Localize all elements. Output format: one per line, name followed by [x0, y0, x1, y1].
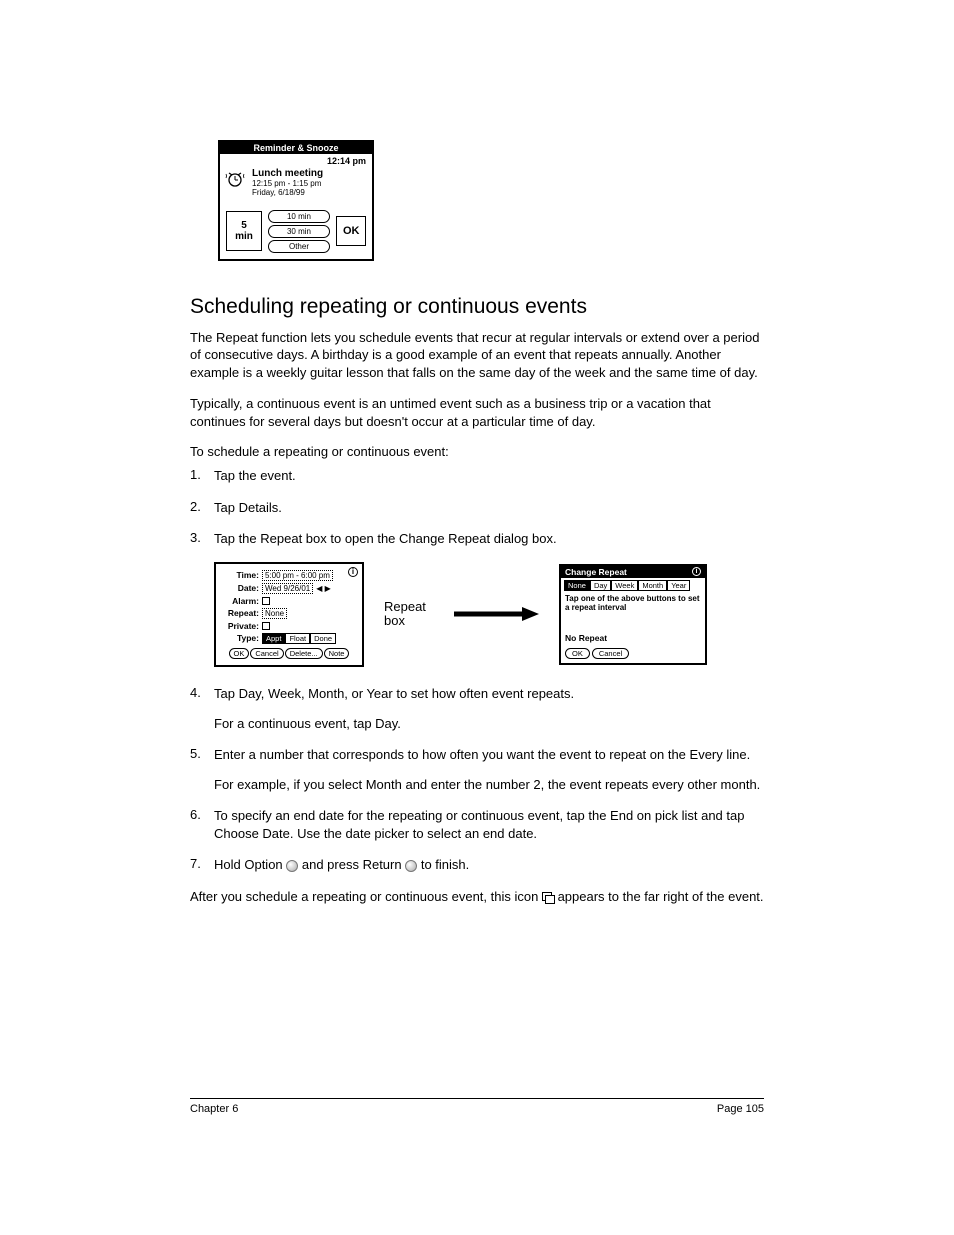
step-7a: Hold Option [214, 857, 286, 872]
procedure-heading: To schedule a repeating or continuous ev… [190, 444, 764, 459]
alarm-label: Alarm: [220, 596, 262, 606]
tab-month[interactable]: Month [638, 580, 667, 591]
details-note-button[interactable]: Note [324, 648, 350, 659]
snooze-other-button[interactable]: Other [268, 240, 330, 253]
step-2-text: Tap Details. [214, 499, 764, 517]
reminder-title: Reminder & Snooze [220, 142, 372, 154]
tab-year[interactable]: Year [667, 580, 690, 591]
alarm-checkbox[interactable] [262, 597, 270, 605]
tab-none[interactable]: None [564, 580, 590, 591]
step-3-text: Tap the Repeat box to open the Change Re… [214, 530, 764, 548]
no-repeat-label: No Repeat [561, 630, 705, 645]
para-1: The Repeat function lets you schedule ev… [190, 329, 764, 382]
date-nav-arrows[interactable]: ◀ ▶ [316, 584, 331, 593]
details-cancel-button[interactable]: Cancel [250, 648, 283, 659]
page-footer: Chapter 6 Page 105 [190, 1098, 764, 1115]
dialog-figure-row: i Time: 5:00 pm - 6:00 pm Date: Wed 9/26… [214, 562, 764, 667]
step-6: 6. To specify an end date for the repeat… [190, 807, 764, 842]
change-repeat-dialog: Change Repeat i None Day Week Month Year… [559, 564, 707, 665]
step-6-text: To specify an end date for the repeating… [214, 807, 764, 842]
type-float-button[interactable]: Float [285, 633, 310, 644]
reminder-date: Friday, 6/18/99 [252, 189, 323, 198]
date-value[interactable]: Wed 9/26/01 [262, 583, 313, 594]
date-label: Date: [220, 583, 262, 593]
info-icon[interactable]: i [692, 567, 701, 576]
step-4-text-a: Tap Day, Week, Month, or Year to set how… [214, 685, 764, 703]
arrow-icon [454, 607, 539, 621]
reminder-ok-button[interactable]: OK [336, 216, 366, 246]
step-1-text: Tap the event. [214, 467, 764, 485]
type-appt-button[interactable]: Appt [262, 633, 285, 644]
snooze-10min-button[interactable]: 10 min [268, 210, 330, 223]
change-repeat-text: Tap one of the above buttons to set a re… [561, 594, 705, 630]
private-label: Private: [220, 621, 262, 631]
step-7b: and press Return [298, 857, 405, 872]
return-key-icon [405, 860, 417, 872]
para-2: Typically, a continuous event is an unti… [190, 395, 764, 430]
private-checkbox[interactable] [262, 622, 270, 630]
section-title: Scheduling repeating or continuous event… [190, 295, 764, 319]
option-key-icon [286, 860, 298, 872]
details-ok-button[interactable]: OK [229, 648, 250, 659]
reminder-current-time: 12:14 pm [220, 154, 372, 166]
change-cancel-button[interactable]: Cancel [592, 648, 629, 659]
step-4: 4. Tap Day, Week, Month, or Year to set … [190, 685, 764, 732]
reminder-snooze-dialog: Reminder & Snooze 12:14 pm Lunch meeting… [218, 140, 374, 261]
step-2: 2.Tap Details. [190, 499, 764, 517]
repeat-event-icon [542, 892, 554, 903]
details-delete-button[interactable]: Delete... [285, 648, 323, 659]
footer-chapter: Chapter 6 [190, 1103, 238, 1115]
repeat-label: Repeat: [220, 608, 262, 618]
type-done-button[interactable]: Done [310, 633, 336, 644]
after-text-2: appears to the far right of the event. [554, 889, 764, 904]
after-text: After you schedule a repeating or contin… [190, 888, 764, 906]
step-4-text-b: For a continuous event, tap Day. [214, 715, 764, 733]
step-7: 7. Hold Option and press Return to finis… [190, 856, 764, 874]
step-3: 3.Tap the Repeat box to open the Change … [190, 530, 764, 548]
footer-page: Page 105 [717, 1103, 764, 1115]
snooze-30min-button[interactable]: 30 min [268, 225, 330, 238]
time-value[interactable]: 5:00 pm - 6:00 pm [262, 570, 333, 581]
step-7c: to finish. [417, 857, 469, 872]
time-label: Time: [220, 570, 262, 580]
tab-week[interactable]: Week [611, 580, 638, 591]
snooze-5min-button[interactable]: 5 min [226, 211, 262, 251]
step-7-text: Hold Option and press Return to finish. [214, 856, 764, 874]
step-5: 5. Enter a number that corresponds to ho… [190, 746, 764, 793]
repeat-value[interactable]: None [262, 608, 287, 619]
step-1: 1.Tap the event. [190, 467, 764, 485]
alarm-clock-icon [224, 168, 246, 190]
change-repeat-title: Change Repeat [565, 567, 627, 577]
step-5-text-b: For example, if you select Month and ent… [214, 776, 764, 794]
event-details-dialog: i Time: 5:00 pm - 6:00 pm Date: Wed 9/26… [214, 562, 364, 667]
type-label: Type: [220, 633, 262, 643]
step-5-text-a: Enter a number that corresponds to how o… [214, 746, 764, 764]
info-icon[interactable]: i [348, 567, 358, 577]
reminder-event-title: Lunch meeting [252, 168, 323, 179]
tab-day[interactable]: Day [590, 580, 611, 591]
repeat-box-callout: Repeat box [384, 600, 434, 629]
after-text-1: After you schedule a repeating or contin… [190, 889, 542, 904]
change-ok-button[interactable]: OK [565, 648, 590, 659]
